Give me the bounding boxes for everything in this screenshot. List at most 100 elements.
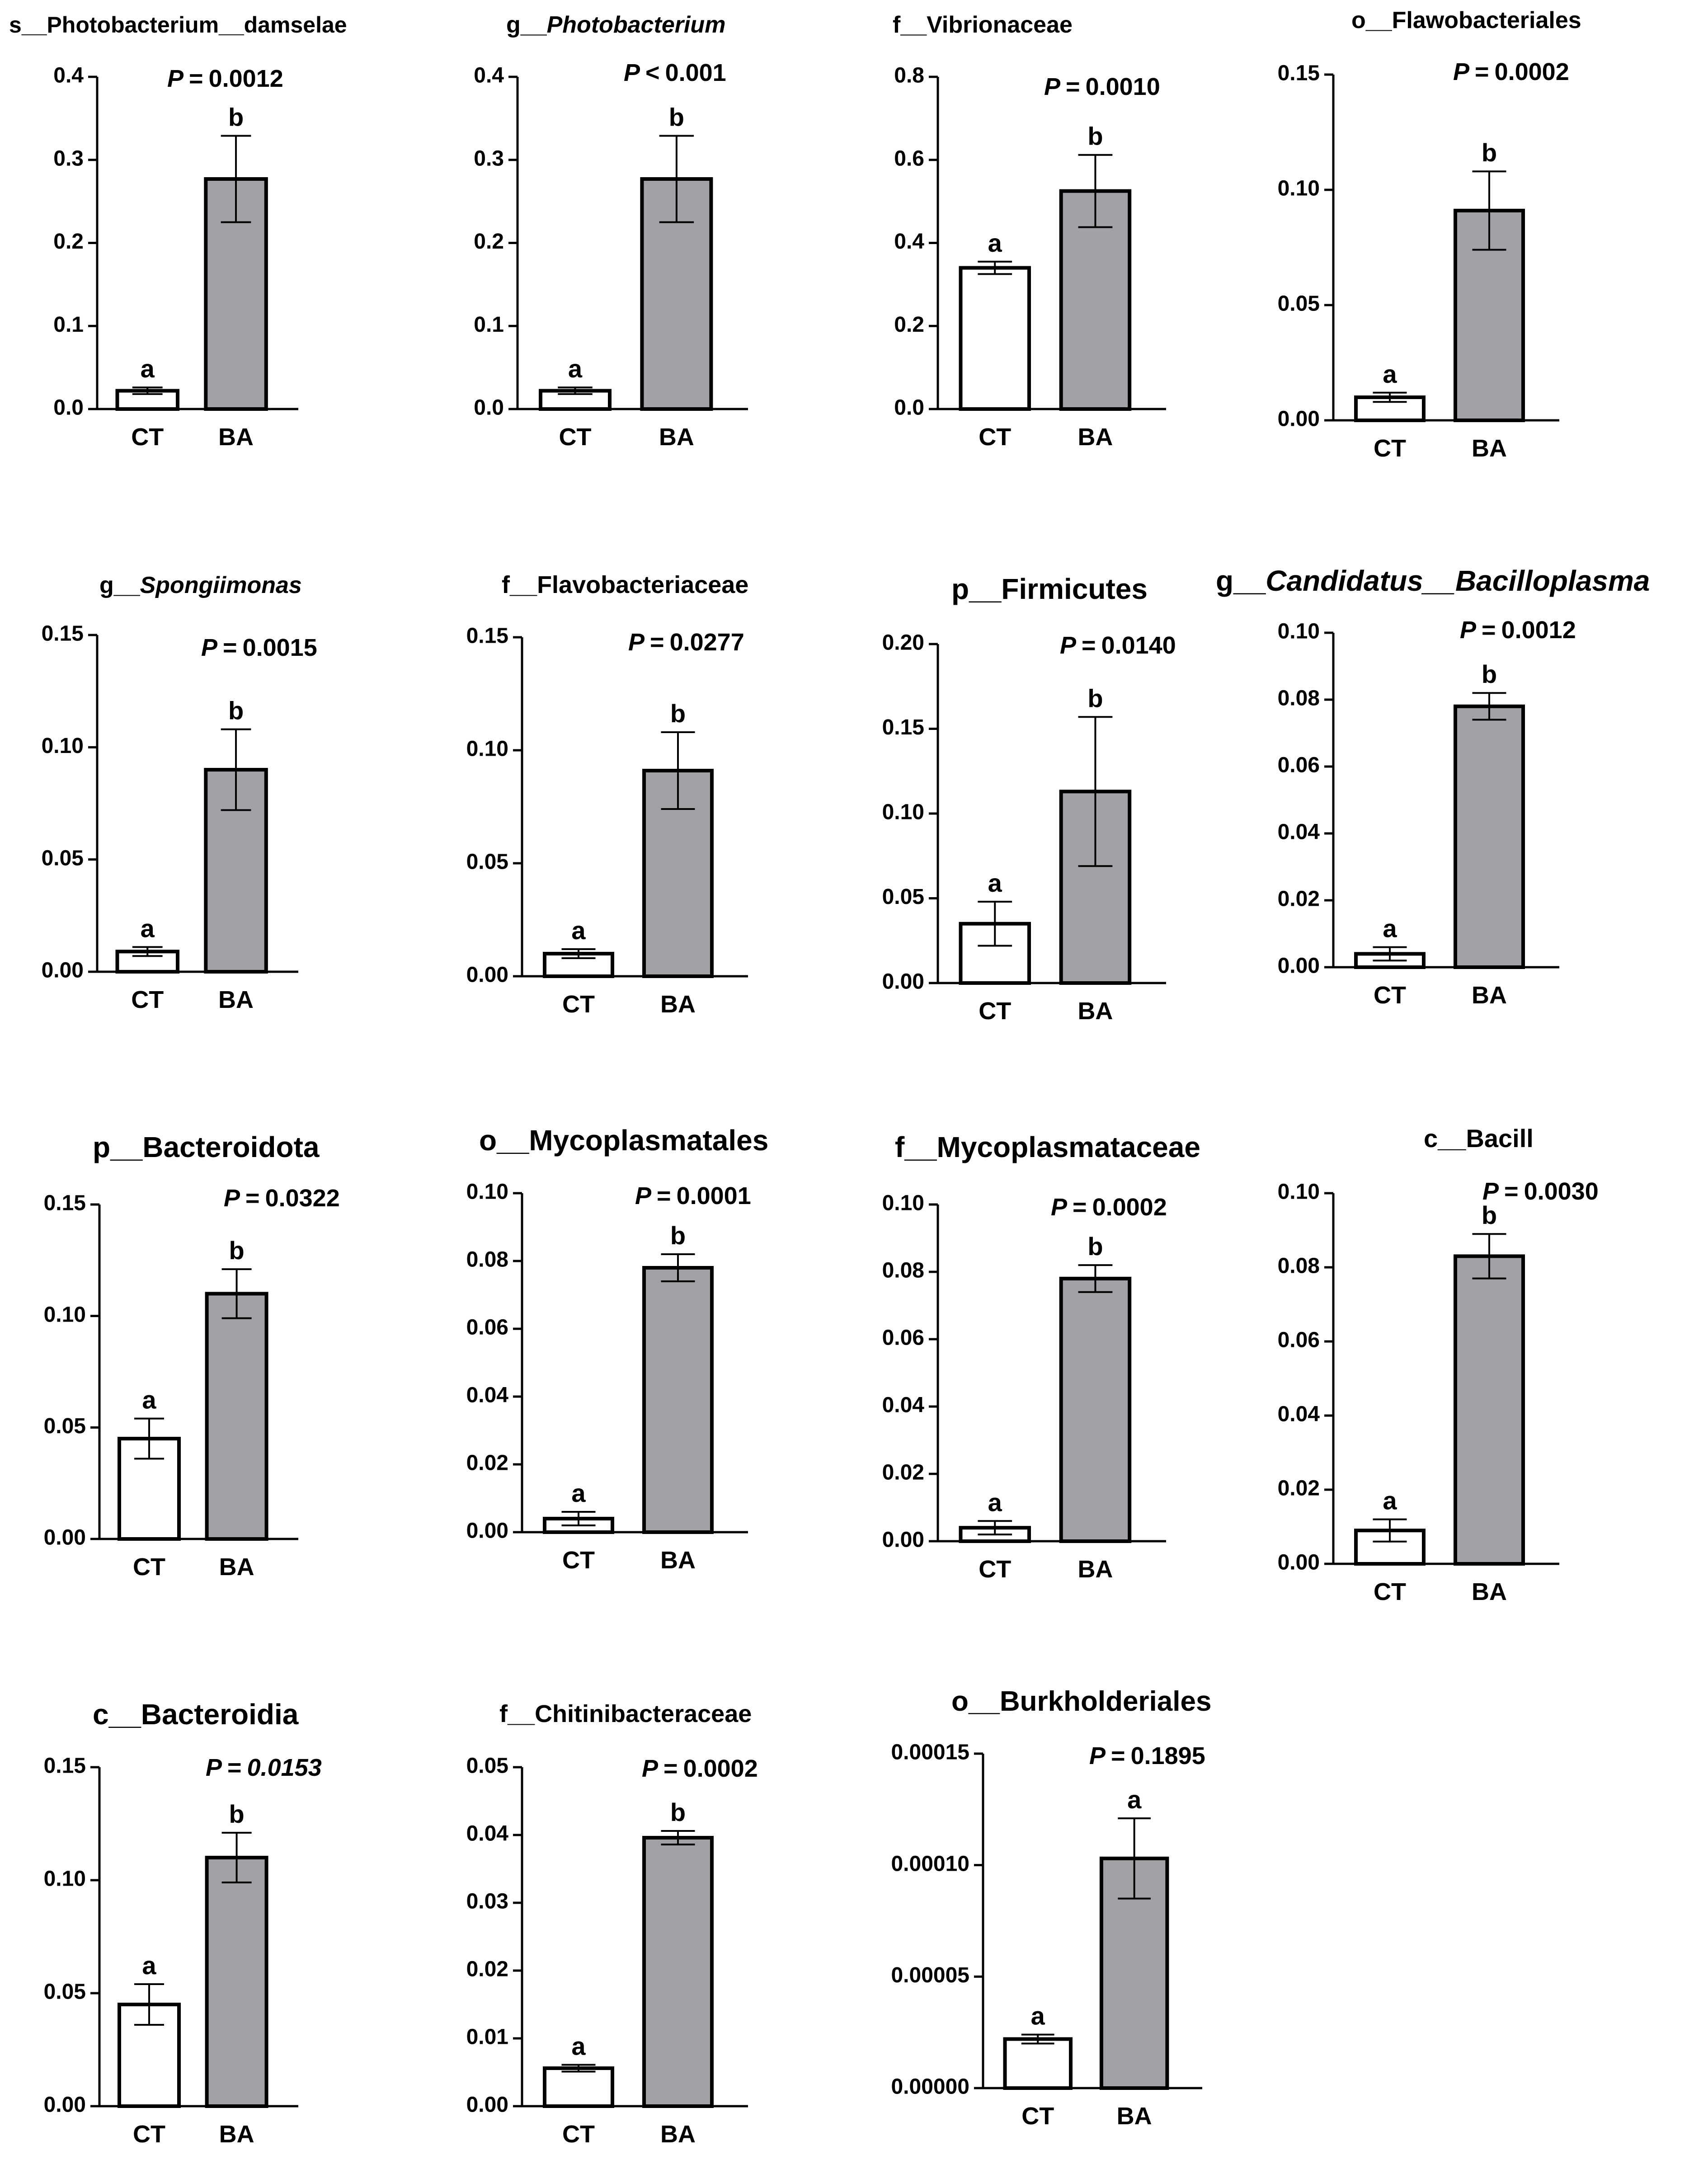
p-operator: =	[1082, 632, 1096, 659]
y-tick-label: 0.08	[466, 1248, 508, 1272]
panel-title: f__Vibrionaceae	[893, 12, 1073, 38]
p-value: P = 0.1895	[1089, 1742, 1205, 1769]
x-category-label: CT	[1374, 1578, 1406, 1605]
significance-letter: a	[1383, 360, 1397, 388]
title-name: Mycoplasmatales	[529, 1124, 768, 1157]
significance-letter: b	[1087, 684, 1103, 712]
p-number: 0.0012	[1501, 616, 1576, 644]
p-value: P = 0.0140	[1060, 632, 1176, 659]
y-tick-label: 0.02	[1278, 1477, 1320, 1501]
x-category-label: BA	[1077, 423, 1113, 451]
y-tick-label: 0.15	[44, 1191, 86, 1215]
y-tick-label: 0.01	[466, 2025, 508, 2049]
y-tick-label: 0.00	[42, 959, 84, 983]
significance-letter: a	[1127, 1785, 1142, 1814]
y-tick-label: 0.6	[894, 146, 924, 170]
title-name: Candidatus__Bacilloplasma	[1266, 565, 1650, 597]
bar-ba	[642, 1836, 714, 2108]
y-tick-label: 0.05	[42, 846, 84, 870]
chart-panel-15: o__Burkholderiales P = 0.1895 0.00000 0.00005…	[891, 1686, 1211, 2130]
significance-letter: a	[988, 869, 1002, 897]
title-prefix: f	[499, 1700, 508, 1727]
significance-letter: b	[1087, 1232, 1103, 1261]
y-tick-label: 0.00	[466, 963, 508, 987]
x-category-label: CT	[133, 1553, 165, 1581]
title-prefix: p	[951, 573, 969, 605]
y-tick-label: 0.10	[42, 734, 84, 758]
p-operator: =	[650, 629, 664, 656]
x-category-label: CT	[562, 991, 595, 1018]
x-category-label: BA	[1472, 1578, 1507, 1605]
y-tick-label: 0.00	[466, 1519, 508, 1543]
x-category-label: BA	[1077, 997, 1113, 1025]
significance-letter: a	[141, 914, 155, 942]
p-number: 0.001	[665, 59, 726, 86]
p-value: P = 0.0030	[1482, 1178, 1599, 1205]
panel-title: g__Photobacterium	[506, 12, 725, 38]
y-tick-label: 0.08	[882, 1259, 924, 1283]
title-name: Photobacterium	[547, 12, 726, 38]
y-tick-label: 0.4	[894, 230, 924, 254]
p-operator: =	[657, 1182, 671, 1209]
x-category-label: BA	[219, 2121, 254, 2148]
significance-letter: b	[1482, 660, 1497, 688]
p-operator: =	[1482, 616, 1496, 644]
bar-ct	[1003, 2037, 1073, 2090]
title-name: Chitinibacteraceae	[535, 1700, 752, 1727]
y-tick-label: 0.03	[466, 1890, 508, 1914]
title-prefix: g	[1216, 565, 1233, 597]
bar-ba	[205, 1292, 268, 1541]
y-tick-label: 0.00015	[891, 1741, 969, 1764]
x-category-label: CT	[562, 2121, 595, 2148]
bar-ba	[642, 1266, 714, 1534]
x-category-label: CT	[559, 423, 592, 451]
significance-letter: a	[1383, 1487, 1397, 1515]
significance-letter: b	[1482, 138, 1497, 167]
p-number: 0.0030	[1524, 1178, 1599, 1205]
p-number: 0.0015	[243, 634, 317, 661]
x-category-label: CT	[979, 997, 1011, 1025]
y-tick-label: 0.1	[474, 313, 504, 337]
significance-letter: b	[669, 103, 684, 131]
title-name: Firmicutes	[1001, 573, 1148, 605]
panel-title: f__Chitinibacteraceae	[499, 1700, 752, 1727]
x-category-label: CT	[1021, 2103, 1054, 2130]
y-tick-label: 0.0	[53, 396, 84, 420]
y-tick-label: 0.00	[1278, 1551, 1320, 1575]
panel-title: o__Mycoplasmatales	[479, 1124, 768, 1157]
y-tick-label: 0.2	[894, 313, 924, 337]
p-value: P = 0.0153	[206, 1754, 322, 1781]
p-operator: =	[245, 1185, 260, 1212]
y-tick-label: 0.0	[474, 396, 504, 420]
title-prefix: o	[479, 1124, 497, 1157]
title-prefix: o	[951, 1686, 969, 1717]
p-number: 0.0002	[1495, 58, 1569, 85]
title-separator: __	[113, 572, 141, 598]
y-tick-label: 0.2	[53, 230, 84, 254]
chart-panel-5: g__Spongiimonas P = 0.0015 0.00 0.05 0.10 0.15 a…	[42, 572, 317, 1013]
y-tick-label: 0.06	[466, 1316, 508, 1340]
y-tick-label: 0.04	[466, 1822, 509, 1846]
p-number: 0.0140	[1101, 632, 1176, 659]
bar-ct	[1354, 395, 1426, 422]
p-value: P = 0.0012	[167, 65, 283, 92]
panel-title: f__Flavobacteriaceae	[502, 571, 748, 598]
y-tick-label: 0.15	[882, 715, 924, 739]
y-tick-label: 0.04	[1278, 1402, 1320, 1426]
chart-panel-12: c__Bacill P = 0.0030 0.00 0.02 0.04 0.06 0.08 0.1…	[1278, 1124, 1599, 1605]
y-tick-label: 0.15	[1278, 61, 1320, 85]
y-tick-label: 0.00	[44, 1526, 86, 1550]
panel-title: f__Mycoplasmataceae	[895, 1131, 1200, 1163]
x-category-label: BA	[1472, 982, 1507, 1009]
y-tick-label: 0.04	[1278, 820, 1320, 844]
x-category-label: BA	[1472, 435, 1507, 462]
panel-title: g__Spongiimonas	[99, 572, 302, 598]
y-tick-label: 0.05	[44, 1980, 86, 2004]
chart-panel-14: f__Chitinibacteraceae P = 0.0002 0.00 0.01 0.0…	[466, 1700, 758, 2148]
p-label: P	[201, 634, 218, 661]
y-tick-label: 0.05	[44, 1414, 86, 1438]
x-category-label: BA	[218, 423, 254, 451]
p-label: P	[628, 629, 645, 656]
title-separator: __	[969, 573, 1002, 605]
p-operator: =	[663, 1755, 678, 1782]
